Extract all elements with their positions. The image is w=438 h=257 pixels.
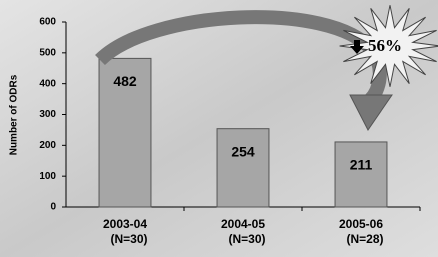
y-tick-label: 600	[39, 17, 56, 28]
x-tick-note: (N=28)	[346, 232, 383, 246]
bar	[217, 129, 269, 207]
x-tick-label: 2003-04	[103, 217, 147, 231]
x-tick-note: (N=30)	[110, 232, 147, 246]
y-tick-label: 0	[50, 202, 56, 213]
data-label: 254	[231, 143, 255, 159]
data-label: 211	[350, 157, 373, 173]
y-tick-label: 200	[39, 140, 56, 151]
y-axis-label: Number of ODRs	[9, 74, 20, 155]
chart: Number of ODRs 0 100 200 300 400 500 600 2003-0…	[0, 0, 438, 257]
bar	[335, 142, 387, 207]
x-tick-note: (N=30)	[228, 232, 265, 246]
annotation: 56%	[368, 36, 402, 55]
data-label: 482	[113, 73, 137, 89]
y-tick-label: 300	[39, 109, 56, 120]
x-tick-label: 2004-05	[221, 217, 265, 231]
y-tick-label: 500	[39, 47, 56, 58]
y-tick-label: 400	[39, 78, 56, 89]
x-tick-label: 2005-06	[339, 217, 383, 231]
y-tick-label: 100	[39, 171, 56, 182]
